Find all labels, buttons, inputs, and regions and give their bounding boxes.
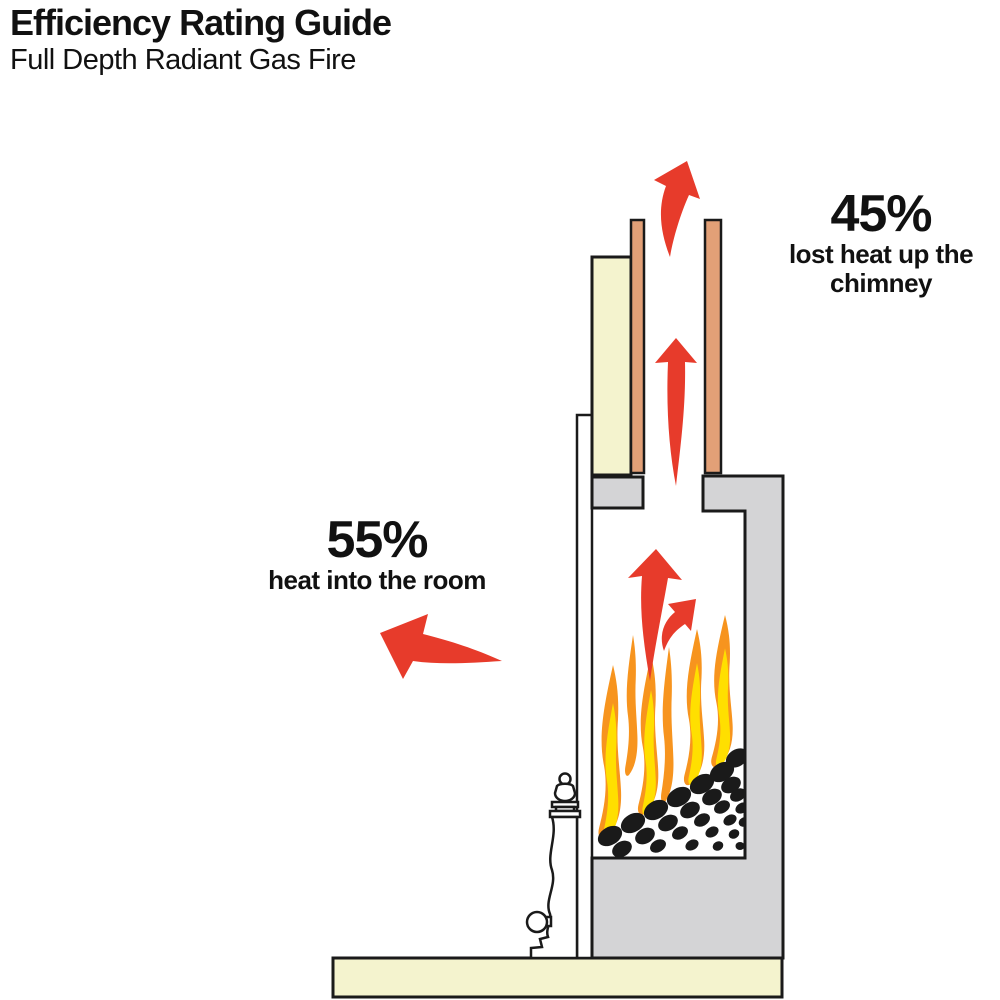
pipe-finial-urn [553,782,577,803]
flame [683,629,705,786]
page-title: Efficiency Rating Guide [10,2,392,43]
page-subtitle: Full Depth Radiant Gas Fire [10,43,356,76]
arrow-heat-into-room-icon [380,614,502,679]
arrow-up-firebox-small-icon [661,599,696,651]
arrow-up-flue-icon [655,338,697,486]
hearth-floor [331,956,784,999]
header: Efficiency Rating Guide Full Depth Radia… [10,2,392,77]
flue-liner-right [703,218,723,475]
flame [661,647,674,804]
pipe-column [529,815,579,960]
flame [625,635,638,776]
room-heat-percent: 55% [326,511,428,569]
room-wall [575,413,594,960]
chimney-wall [590,255,633,477]
chimney-loss-label-line1: lost heat up the [788,239,974,269]
chimney-loss-annotation: 45% lost heat up the chimney [751,188,1000,298]
chimney-loss-percent: 45% [830,185,932,243]
fire-flames [598,615,733,840]
valve-knob [525,910,549,934]
flue-liner-left [629,218,646,475]
chimney-loss-label-line2: chimney [830,268,933,299]
room-heat-label: heat into the room [268,565,486,595]
flame [598,665,622,840]
arrow-up-chimney-top-icon [654,161,700,257]
room-heat-annotation: 55% heat into the room [247,514,507,595]
gas-pipe-ornament [525,772,582,960]
coal-bed [597,748,744,857]
lintel-left-block [590,475,645,510]
arrow-up-firebox-icon [628,549,682,681]
flame [711,615,733,768]
fireplace-masonry [590,474,785,960]
flame [637,655,659,816]
